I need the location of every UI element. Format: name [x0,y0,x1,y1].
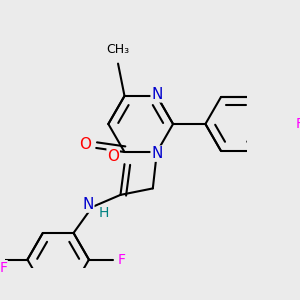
Text: CH₃: CH₃ [106,43,130,56]
Text: F: F [0,261,7,275]
Text: N: N [151,146,163,161]
Text: F: F [295,117,300,131]
Text: F: F [117,253,125,267]
Text: O: O [107,148,119,164]
Text: H: H [98,206,109,220]
Text: N: N [151,87,163,102]
Text: O: O [79,137,91,152]
Text: N: N [82,197,94,212]
